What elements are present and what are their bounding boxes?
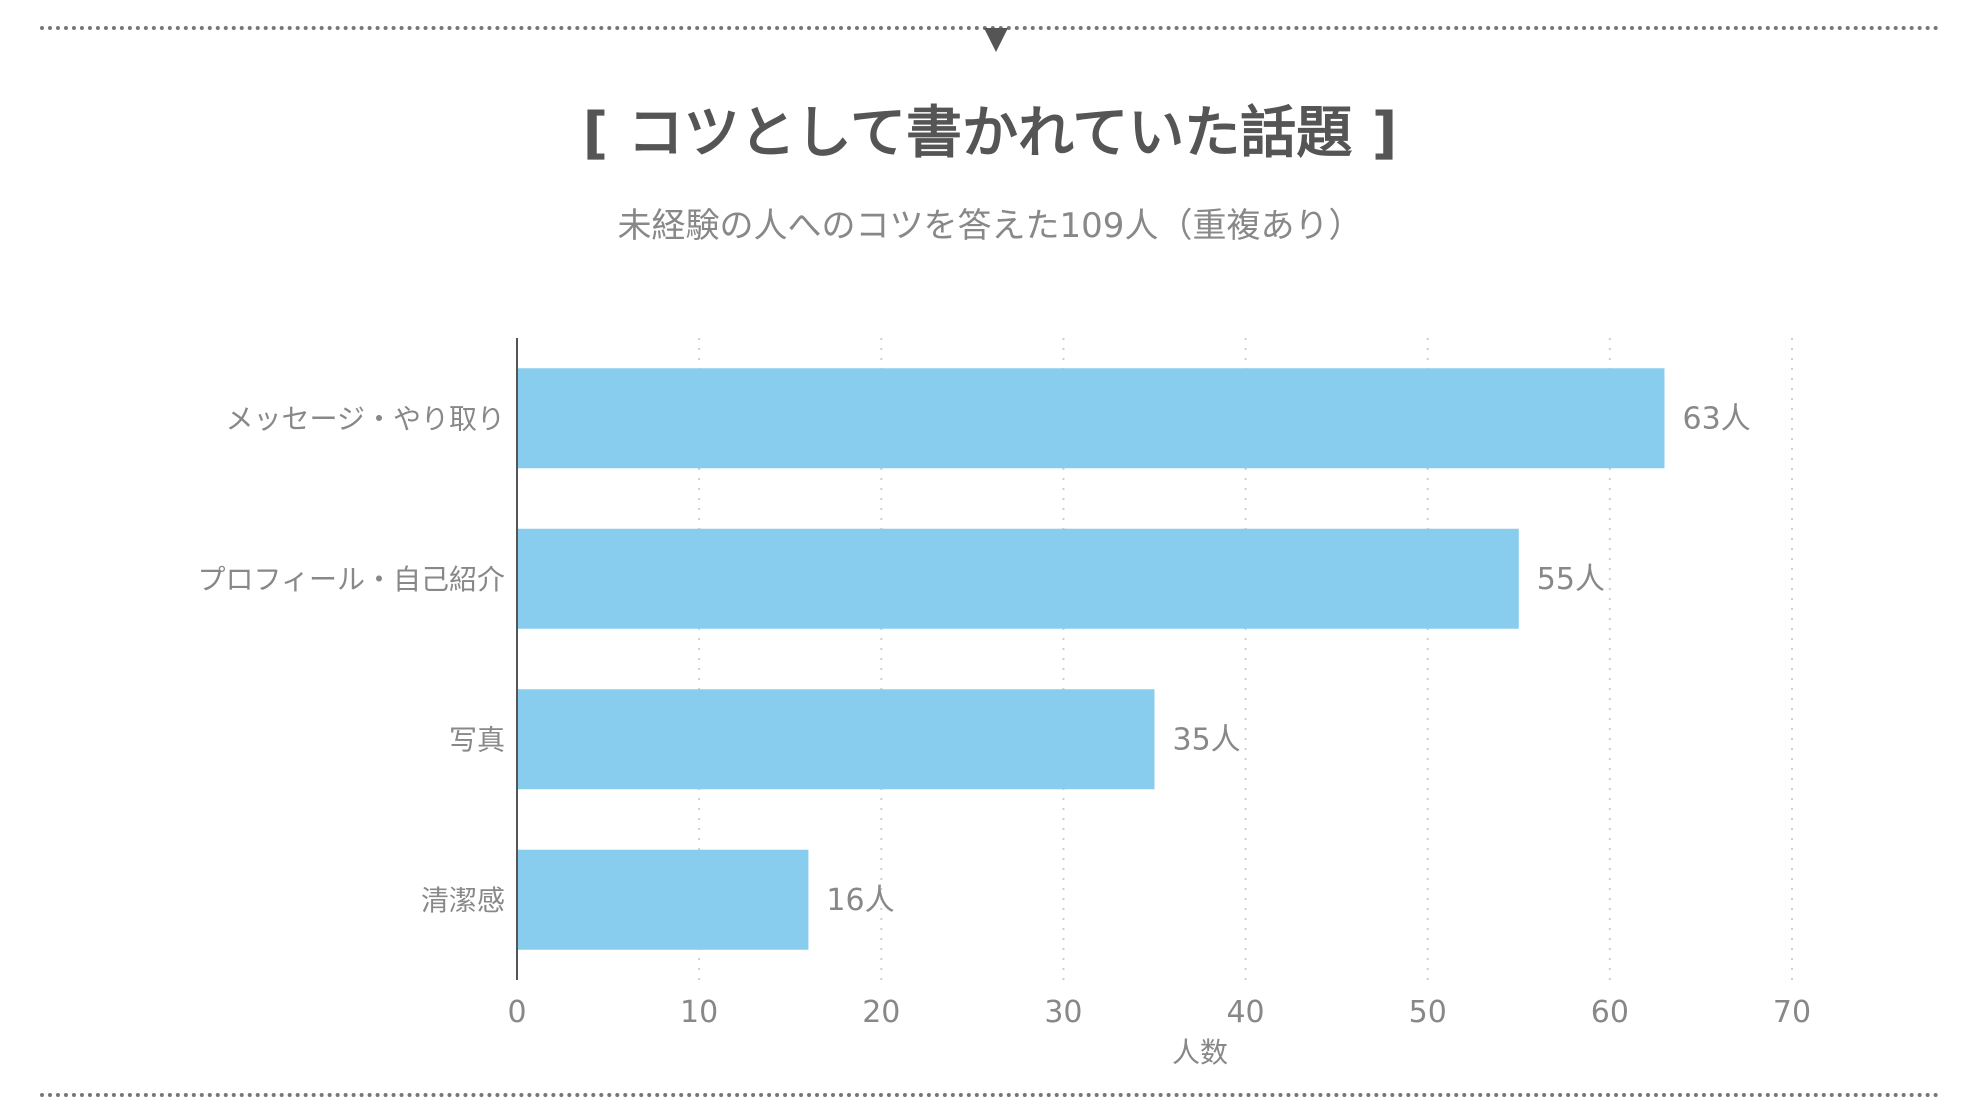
bar bbox=[517, 368, 1665, 469]
bottom-dotted-divider bbox=[40, 1093, 1940, 1097]
y-category-label: プロフィール・自己紹介 bbox=[198, 563, 505, 596]
bar bbox=[517, 849, 809, 950]
x-tick-label: 0 bbox=[507, 995, 526, 1030]
y-category-label: 清潔感 bbox=[421, 884, 505, 917]
bar-value-label: 55人 bbox=[1537, 562, 1605, 597]
bar-value-label: 35人 bbox=[1173, 722, 1241, 757]
chart-title: [ コツとして書かれていた話題 ] bbox=[582, 101, 1398, 166]
y-category-label: メッセージ・やり取り bbox=[226, 402, 505, 435]
chart-subtitle: 未経験の人へのコツを答えた109人（重複あり） bbox=[617, 206, 1363, 246]
bar bbox=[517, 528, 1519, 629]
x-axis-title: 人数 bbox=[1172, 1036, 1228, 1069]
bar-value-label: 63人 bbox=[1683, 401, 1751, 436]
x-tick-label: 70 bbox=[1773, 995, 1811, 1030]
bar bbox=[517, 689, 1155, 790]
down-triangle-icon bbox=[984, 28, 1008, 52]
bar-value-label: 16人 bbox=[826, 883, 894, 918]
x-tick-label: 20 bbox=[862, 995, 900, 1030]
x-tick-label: 40 bbox=[1226, 995, 1264, 1030]
y-category-label: 写真 bbox=[449, 723, 505, 756]
x-tick-label: 60 bbox=[1591, 995, 1629, 1030]
x-tick-label: 30 bbox=[1044, 995, 1082, 1030]
x-tick-label: 50 bbox=[1409, 995, 1447, 1030]
x-tick-label: 10 bbox=[680, 995, 718, 1030]
